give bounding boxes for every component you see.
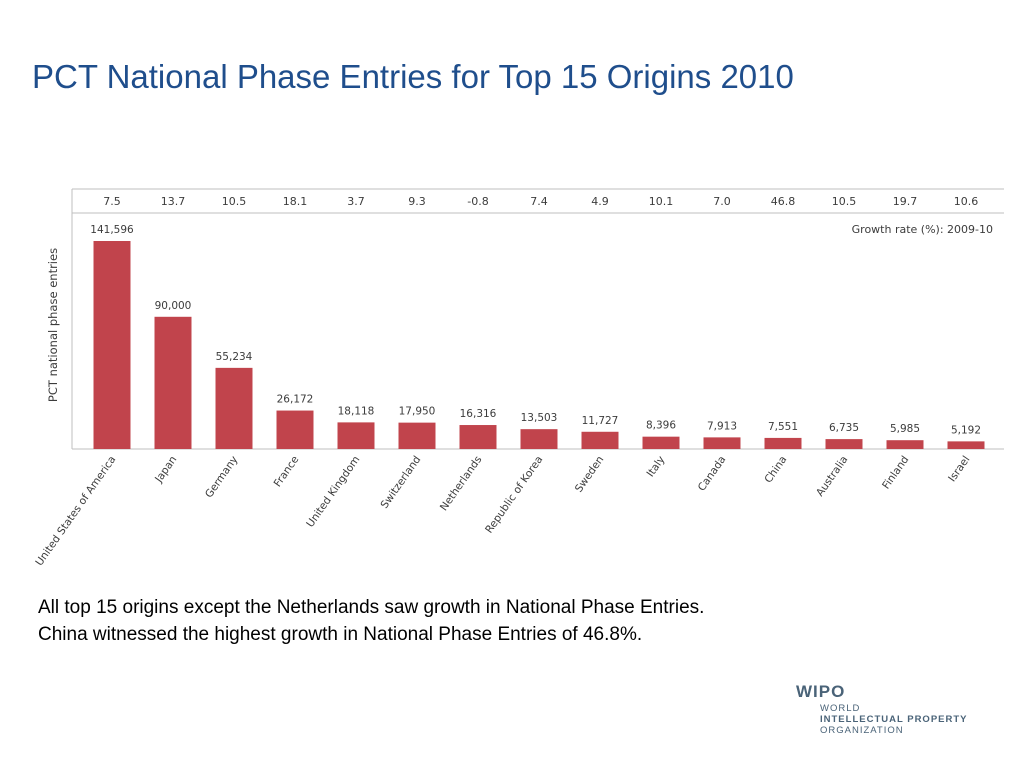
bar-value-label: 90,000: [155, 300, 192, 312]
bar: [764, 437, 802, 449]
growth-rate-value: 7.0: [713, 195, 731, 208]
growth-rate-value: 18.1: [283, 195, 308, 208]
bar: [825, 439, 863, 449]
bar: [337, 422, 375, 449]
bar: [459, 425, 497, 449]
category-tick-label: China: [762, 454, 789, 485]
bar-value-label: 5,985: [890, 423, 920, 435]
category-tick-label: Japan: [152, 454, 179, 486]
bar-value-label: 7,913: [707, 420, 737, 432]
growth-rate-value: 10.1: [649, 195, 674, 208]
growth-rate-value: 4.9: [591, 195, 609, 208]
bar: [886, 440, 924, 449]
category-tick-label: Netherlands: [438, 454, 485, 513]
category-tick-label: Australia: [814, 454, 850, 499]
caption-line-2: China witnessed the highest growth in Na…: [38, 624, 643, 645]
slide-title: PCT National Phase Entries for Top 15 Or…: [32, 58, 794, 95]
bar-chart: Growth rate (%): 2009-10 PCT national ph…: [33, 188, 1004, 568]
growth-rate-value: -0.8: [467, 195, 488, 208]
growth-rate-value: 3.7: [347, 195, 365, 208]
growth-rate-legend: Growth rate (%): 2009-10: [852, 223, 993, 236]
bar-value-label: 55,234: [216, 351, 253, 363]
bar: [154, 316, 192, 449]
bar-value-label: 141,596: [90, 224, 134, 236]
bar-value-label: 13,503: [521, 412, 558, 424]
bar-value-label: 26,172: [277, 394, 314, 406]
logo-line-ip: INTELLECTUAL PROPERTY: [820, 714, 968, 725]
category-tick-label: France: [272, 454, 302, 489]
caption-line-1: All top 15 origins except the Netherland…: [38, 597, 705, 618]
bar-value-label: 11,727: [582, 415, 619, 427]
growth-rate-value: 10.5: [222, 195, 247, 208]
category-tick-label: Finland: [880, 454, 911, 492]
growth-rate-value: 7.4: [530, 195, 548, 208]
growth-rate-value: 10.6: [954, 195, 979, 208]
category-tick-label: United Kingdom: [304, 454, 362, 530]
bar-series: 141,596 7.5 United States of America 90,000…: [33, 195, 985, 568]
bar: [520, 429, 558, 449]
growth-rate-value: 9.3: [408, 195, 426, 208]
bar: [947, 441, 985, 449]
logo-line-world: WORLD: [820, 703, 861, 714]
bar-value-label: 16,316: [460, 408, 497, 420]
growth-rate-value: 13.7: [161, 195, 186, 208]
bar: [215, 367, 253, 449]
category-tick-label: Canada: [696, 454, 729, 494]
bar: [276, 410, 314, 449]
y-axis-label: PCT national phase entries: [46, 248, 60, 402]
growth-rate-value: 7.5: [103, 195, 121, 208]
bar-value-label: 7,551: [768, 421, 798, 433]
category-tick-label: Israel: [946, 454, 972, 484]
wipo-logo: WIPO WORLD INTELLECTUAL PROPERTY ORGANIZ…: [796, 682, 1006, 742]
bar-value-label: 8,396: [646, 420, 676, 432]
caption: All top 15 origins except the Netherland…: [38, 594, 998, 648]
bar-value-label: 18,118: [338, 405, 375, 417]
bar-value-label: 6,735: [829, 422, 859, 434]
bar-value-label: 5,192: [951, 424, 981, 436]
bar: [642, 436, 680, 449]
category-tick-label: United States of America: [33, 454, 118, 568]
growth-rate-value: 19.7: [893, 195, 918, 208]
bar: [398, 422, 436, 449]
bar: [703, 437, 741, 449]
category-tick-label: Italy: [645, 454, 668, 480]
growth-rate-value: 46.8: [771, 195, 796, 208]
category-tick-label: Sweden: [573, 454, 607, 495]
bar: [581, 431, 619, 449]
category-tick-label: Switzerland: [378, 454, 423, 511]
category-tick-label: Republic of Korea: [483, 454, 545, 536]
logo-line-organization: ORGANIZATION: [820, 725, 904, 736]
growth-rate-value: 10.5: [832, 195, 857, 208]
bar: [93, 241, 131, 449]
category-tick-label: Germany: [203, 454, 241, 500]
logo-wordmark: WIPO: [796, 682, 846, 701]
bar-value-label: 17,950: [399, 406, 436, 418]
